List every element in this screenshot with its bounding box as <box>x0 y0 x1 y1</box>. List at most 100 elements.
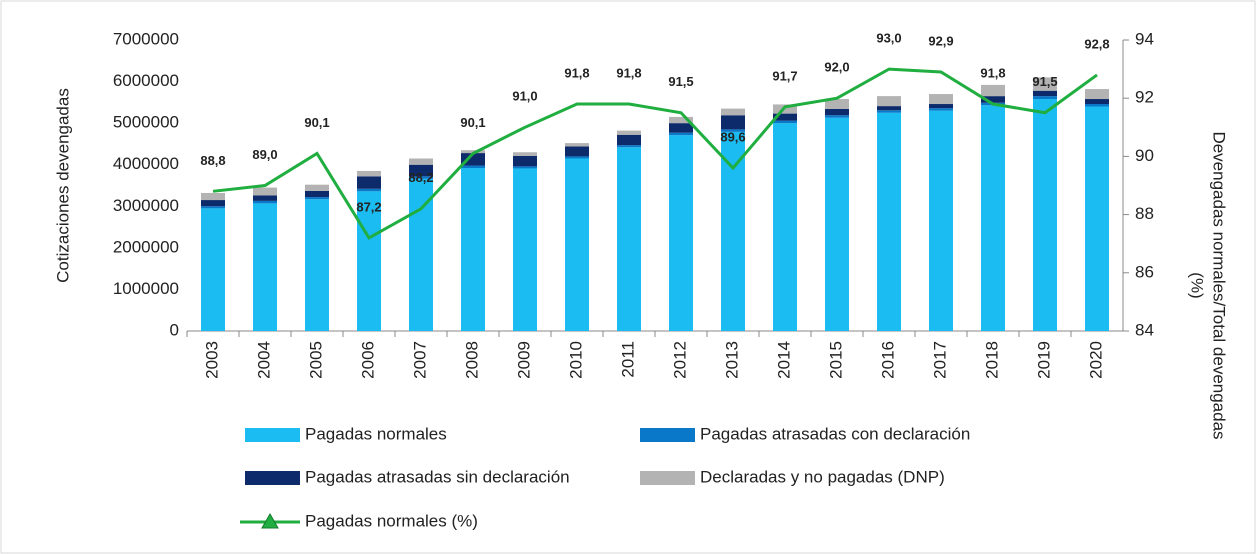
data-label: 92,0 <box>824 60 849 75</box>
bar-segment <box>617 134 641 146</box>
bar-segment <box>669 123 693 133</box>
bar-segment <box>357 188 381 192</box>
bar-segment <box>305 190 329 198</box>
data-label: 87,2 <box>356 199 381 214</box>
y2-tick-label: 86 <box>1135 262 1154 281</box>
data-label: 92,9 <box>928 33 953 48</box>
legend-swatch <box>245 428 300 442</box>
bar-segment <box>981 84 1005 97</box>
y2-axis-label: Devengadas normales/Total devengadas <box>1210 131 1229 439</box>
bar-segment <box>565 143 589 147</box>
y2-tick-label: 90 <box>1135 146 1154 165</box>
x-tick-label: 2013 <box>722 341 741 379</box>
x-tick-label: 2008 <box>462 341 481 379</box>
data-label: 91,0 <box>512 89 537 104</box>
y2-tick-label: 84 <box>1135 320 1154 339</box>
bar-segment <box>721 115 745 130</box>
bar-segment <box>201 200 225 207</box>
bar-segment <box>253 203 277 331</box>
bar-segment <box>513 166 537 169</box>
bar-segment <box>773 113 797 121</box>
data-label: 91,5 <box>668 74 693 89</box>
data-label: 88,2 <box>408 170 433 185</box>
bar-segment <box>721 129 745 132</box>
bar-segment <box>773 120 797 124</box>
x-tick-label: 2020 <box>1086 341 1105 379</box>
bar-segment <box>669 132 693 136</box>
bar-segment <box>825 109 849 116</box>
bar-segment <box>825 117 849 331</box>
bar-segment <box>1033 90 1057 97</box>
y-tick-label: 2000000 <box>113 237 179 256</box>
data-label: 92,8 <box>1084 36 1109 51</box>
bar-segment <box>617 130 641 135</box>
bar-segment <box>981 105 1005 331</box>
bar-segment <box>253 187 277 196</box>
bar-segment <box>877 106 901 111</box>
bar-segment <box>929 104 953 109</box>
x-tick-label: 2012 <box>670 341 689 379</box>
data-label: 90,1 <box>304 115 329 130</box>
bar-segment <box>461 168 485 331</box>
y-tick-label: 0 <box>170 320 179 339</box>
bar-segment <box>1033 99 1057 331</box>
x-tick-label: 2007 <box>410 341 429 379</box>
bar-segment <box>773 123 797 332</box>
x-tick-label: 2016 <box>878 341 897 379</box>
bar-segment <box>721 131 745 331</box>
legend-swatch <box>245 471 300 485</box>
bar-segment <box>1085 104 1109 107</box>
legend-label: Declaradas y no pagadas (DNP) <box>700 467 945 486</box>
bar-segment <box>1085 106 1109 331</box>
bar-segment <box>305 184 329 191</box>
y2-axis-label: (%) <box>1188 272 1207 298</box>
y-tick-label: 7000000 <box>113 29 179 48</box>
data-label: 91,8 <box>616 65 641 80</box>
data-label: 89,0 <box>252 147 277 162</box>
bar-segment <box>825 115 849 118</box>
bar-segment <box>201 206 225 209</box>
y2-tick-label: 92 <box>1135 88 1154 107</box>
legend-label: Pagadas normales <box>305 424 447 443</box>
bar-segment <box>877 110 901 113</box>
bar-segment <box>357 191 381 331</box>
bar-segment <box>617 147 641 331</box>
bar-segment <box>1033 96 1057 100</box>
bar-segment <box>201 192 225 201</box>
x-tick-label: 2011 <box>618 341 637 378</box>
bar-segment <box>617 145 641 148</box>
bar-segment <box>929 110 953 332</box>
x-tick-label: 2018 <box>982 341 1001 379</box>
data-label: 89,6 <box>720 129 745 144</box>
data-label: 91,5 <box>1032 74 1057 89</box>
y-tick-label: 5000000 <box>113 113 179 132</box>
bar-segment <box>513 155 537 167</box>
y-tick-label: 3000000 <box>113 196 179 215</box>
bar-segment <box>513 152 537 156</box>
bar-segment <box>357 170 381 177</box>
bar-segment <box>513 168 537 331</box>
x-tick-label: 2005 <box>306 341 325 379</box>
bar-segment <box>409 164 433 177</box>
x-tick-label: 2006 <box>358 341 377 379</box>
legend-label: Pagadas normales (%) <box>305 511 478 530</box>
bar-segment <box>565 156 589 159</box>
legend-swatch <box>640 471 695 485</box>
bar-segment <box>461 150 485 154</box>
bar-segment <box>1033 77 1057 91</box>
bar-segment <box>1085 99 1109 105</box>
bar-segment <box>929 94 953 105</box>
bar-segment <box>825 99 849 110</box>
bar-segment <box>877 96 901 107</box>
bar-segment <box>305 197 329 200</box>
bar-segment <box>409 176 433 179</box>
x-tick-label: 2004 <box>254 341 273 379</box>
bar-segment <box>305 199 329 331</box>
y-axis-label: Cotizaciones devengadas <box>53 88 72 283</box>
legend-label: Pagadas atrasadas sin declaración <box>305 467 570 486</box>
data-label: 90,1 <box>460 115 485 130</box>
bar-segment <box>357 176 381 189</box>
bar-segment <box>409 178 433 331</box>
bar-segment <box>669 116 693 124</box>
